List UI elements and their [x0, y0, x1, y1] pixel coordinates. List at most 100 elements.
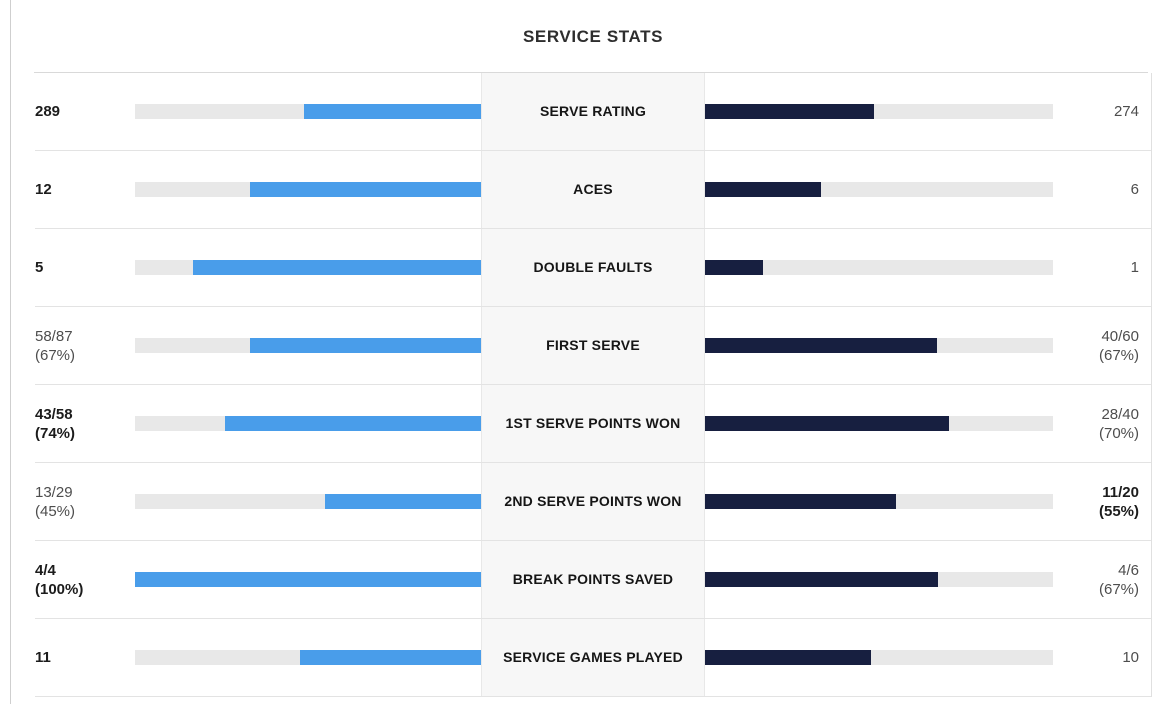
player2-value-sub: (67%) [1098, 580, 1139, 598]
player1-value-sub: (45%) [35, 502, 76, 520]
stat-label: BREAK POINTS SAVED [481, 541, 705, 618]
player2-bar-track [705, 494, 1053, 509]
player2-value-main: 28/40 [1101, 405, 1139, 423]
stat-row-first-serve: 58/87 (67%) FIRST SERVE 40/60 (67%) [35, 307, 1151, 385]
player1-bar-track [135, 338, 481, 353]
player1-value: 11 [35, 648, 135, 667]
player2-value: 274 [1053, 102, 1151, 121]
stat-row-2nd-serve-points-won: 13/29 (45%) 2ND SERVE POINTS WON 11/20 (… [35, 463, 1151, 541]
player2-value: 28/40 (70%) [1053, 405, 1151, 443]
stat-label: 1ST SERVE POINTS WON [481, 385, 705, 462]
player2-bar-fill [705, 260, 764, 275]
player1-bar [135, 104, 481, 119]
player2-bar-track [705, 260, 1053, 275]
player2-bar-fill [705, 182, 821, 197]
stat-label: DOUBLE FAULTS [481, 229, 705, 306]
player1-value-main: 43/58 [35, 405, 73, 423]
player1-value: 58/87 (67%) [35, 327, 135, 365]
player1-value-main: 289 [35, 103, 61, 120]
stat-label: SERVE RATING [481, 73, 705, 150]
stat-label-text: SERVICE GAMES PLAYED [503, 649, 683, 665]
player1-bar [135, 416, 481, 431]
player1-bar-track [135, 104, 481, 119]
player1-bar-fill [135, 572, 481, 587]
player1-value: 13/29 (45%) [35, 483, 135, 521]
player2-value: 11/20 (55%) [1053, 483, 1151, 521]
player2-bar-fill [705, 494, 897, 509]
stat-label-text: 2ND SERVE POINTS WON [504, 493, 682, 509]
stat-row-service-games-played: 11 SERVICE GAMES PLAYED 10 [35, 619, 1151, 697]
player1-bar [135, 182, 481, 197]
player1-value-main: 4/4 [35, 561, 56, 579]
player1-bar [135, 494, 481, 509]
player2-bar-fill [705, 338, 938, 353]
stat-row-break-points-saved: 4/4 (100%) BREAK POINTS SAVED 4/6 (67%) [35, 541, 1151, 619]
stat-label-text: DOUBLE FAULTS [533, 259, 653, 275]
player2-bar [705, 260, 1053, 275]
player1-value-main: 11 [35, 649, 51, 666]
stat-row-double-faults: 5 DOUBLE FAULTS 1 [35, 229, 1151, 307]
player2-bar [705, 494, 1053, 509]
player1-value: 289 [35, 102, 135, 121]
stat-row-1st-serve-points-won: 43/58 (74%) 1ST SERVE POINTS WON 28/40 (… [35, 385, 1151, 463]
player2-bar-track [705, 572, 1053, 587]
player2-value-main: 1 [1130, 259, 1139, 276]
player1-value: 43/58 (74%) [35, 405, 135, 443]
player2-bar [705, 182, 1053, 197]
stat-label: 2ND SERVE POINTS WON [481, 463, 705, 540]
player2-value-main: 4/6 [1118, 561, 1139, 579]
player2-bar [705, 572, 1053, 587]
player1-bar [135, 338, 481, 353]
player2-bar [705, 338, 1053, 353]
player2-bar-track [705, 338, 1053, 353]
page-title: SERVICE STATS [522, 26, 664, 46]
player1-bar-fill [250, 338, 481, 353]
player2-value: 6 [1053, 180, 1151, 199]
player2-value-main: 274 [1113, 103, 1139, 120]
player2-value-main: 6 [1130, 181, 1139, 198]
stat-label-text: SERVE RATING [539, 103, 647, 119]
stat-label: SERVICE GAMES PLAYED [481, 619, 705, 696]
player1-bar-fill [299, 650, 481, 665]
service-stats-card: SERVICE STATS 289 SERVE RATING [10, 0, 1152, 704]
player2-bar-track [705, 182, 1053, 197]
player2-value: 10 [1053, 648, 1151, 667]
player2-bar-track [705, 104, 1053, 119]
stat-label-text: BREAK POINTS SAVED [512, 571, 674, 587]
player1-bar-fill [325, 494, 481, 509]
player1-value-sub: (67%) [35, 346, 76, 364]
player2-value-sub: (55%) [1098, 502, 1139, 520]
player2-bar [705, 650, 1053, 665]
player2-bar [705, 416, 1053, 431]
stat-row-serve-rating: 289 SERVE RATING 274 [35, 73, 1151, 151]
player1-value: 5 [35, 258, 135, 277]
title-section: SERVICE STATS [11, 0, 1152, 73]
player2-bar-fill [705, 104, 875, 119]
player2-bar-fill [705, 572, 939, 587]
player1-bar-track [135, 260, 481, 275]
player1-bar-track [135, 182, 481, 197]
player1-bar-fill [192, 260, 481, 275]
title-divider [34, 72, 1148, 73]
player1-bar-fill [250, 182, 481, 197]
stat-label-text: 1ST SERVE POINTS WON [505, 415, 681, 431]
stats-rows: 289 SERVE RATING 274 [35, 73, 1152, 697]
stat-row-aces: 12 ACES 6 [35, 151, 1151, 229]
player2-value: 40/60 (67%) [1053, 327, 1151, 365]
player1-value-main: 58/87 [35, 327, 73, 345]
player1-bar-track [135, 416, 481, 431]
player1-value: 12 [35, 180, 135, 199]
stat-label-text: FIRST SERVE [546, 337, 640, 353]
player1-value-main: 12 [35, 181, 52, 198]
player2-bar-track [705, 650, 1053, 665]
stat-label-text: ACES [573, 181, 613, 197]
player1-bar-fill [224, 416, 481, 431]
player1-value-main: 5 [35, 259, 44, 276]
player1-bar [135, 650, 481, 665]
player1-bar [135, 572, 481, 587]
player1-bar-track [135, 572, 481, 587]
player2-bar-fill [705, 650, 871, 665]
player2-value-main: 11/20 [1102, 483, 1139, 501]
player2-bar-fill [705, 416, 949, 431]
player1-bar [135, 260, 481, 275]
